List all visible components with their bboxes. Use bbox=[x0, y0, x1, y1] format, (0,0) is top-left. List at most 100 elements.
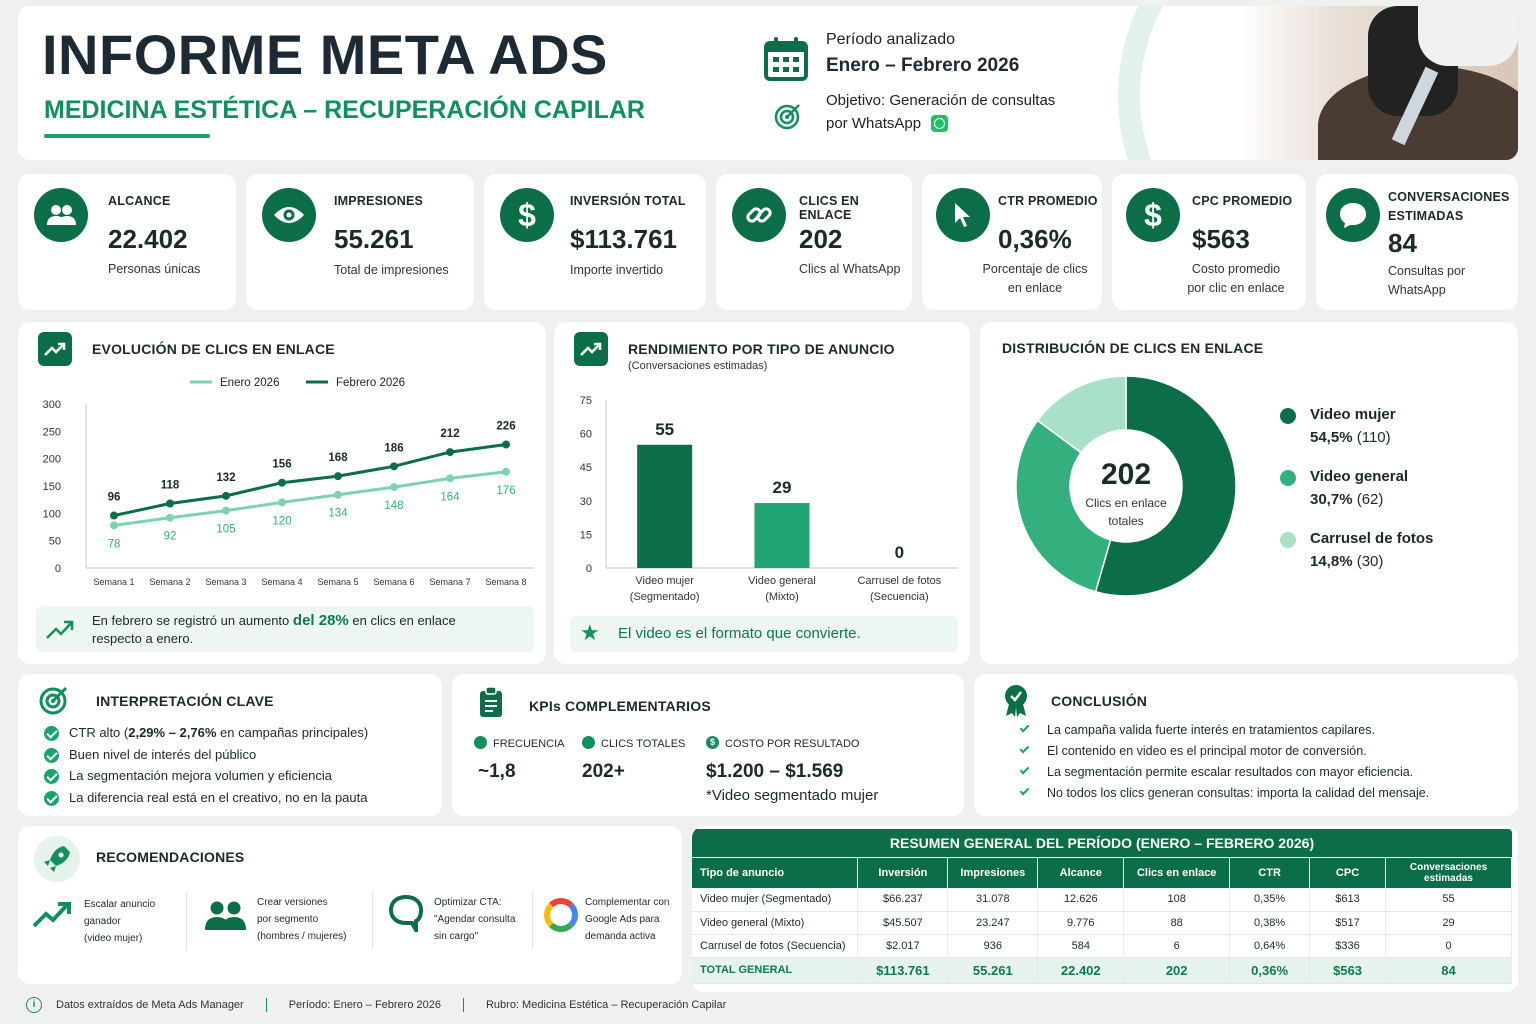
kpi-sub: Porcentaje de clics en enlace bbox=[922, 260, 1148, 298]
check-icon bbox=[1019, 743, 1030, 754]
kpis-complementary-title: KPIs COMPLEMENTARIOS bbox=[529, 698, 711, 714]
table-cell: 31.078 bbox=[947, 888, 1039, 912]
legend-dot bbox=[1280, 532, 1296, 548]
table-cell: 0,36% bbox=[1229, 957, 1311, 984]
kpi-comp-value: ~1,8 bbox=[478, 761, 516, 782]
list-item: La diferencia real está en el creativo, … bbox=[44, 787, 368, 809]
kpi-value: $563 bbox=[1192, 224, 1250, 254]
item-text: La diferencia real está en el creativo, … bbox=[69, 789, 368, 805]
item-bold: 2,29% – 2,76% bbox=[128, 725, 217, 740]
kpi-comp-costo: $ COSTO POR RESULTADO $1.200 – $1.569 *Vi… bbox=[706, 734, 878, 804]
table-cell: 584 bbox=[1037, 934, 1125, 958]
kpi-value: 202 bbox=[799, 224, 843, 254]
google-icon bbox=[544, 898, 578, 932]
column-header: Alcance bbox=[1037, 858, 1125, 888]
recommendation-item: Optimizar CTA: "Agendar consulta sin cargo… bbox=[388, 894, 538, 950]
pie-slice bbox=[1036, 375, 1127, 454]
kpi-title: INVERSIÓN TOTAL bbox=[570, 194, 686, 208]
y-tick-label: 45 bbox=[580, 462, 592, 474]
table-cell: $66.237 bbox=[857, 888, 949, 912]
link-icon bbox=[732, 188, 786, 242]
legend-count: (110) bbox=[1356, 429, 1391, 446]
kpi-comp-clics: CLICS TOTALES 202+ bbox=[582, 734, 685, 783]
eye-icon bbox=[262, 188, 316, 242]
kpi-title-line1: CONVERSACIONES bbox=[1388, 190, 1510, 204]
list-item: La segmentación permite escalar resultad… bbox=[1019, 762, 1429, 783]
table-cell: 0,64% bbox=[1229, 934, 1311, 958]
table-cell: 936 bbox=[947, 934, 1039, 958]
recommendation-text: Crear versiones por segmento (hombres / mu… bbox=[257, 894, 346, 945]
bar-chart-title: RENDIMIENTO POR TIPO DE ANUNCIO bbox=[628, 341, 895, 357]
data-point bbox=[334, 472, 342, 481]
data-label: 156 bbox=[272, 459, 291, 471]
line-2: ganador bbox=[84, 916, 121, 927]
calendar-icon bbox=[764, 36, 808, 82]
pie-slice bbox=[1094, 375, 1237, 597]
line-1: Escalar anuncio bbox=[84, 899, 156, 910]
legend-pct: 30,7% bbox=[1310, 491, 1353, 508]
x-tick-sublabel: (Secuencia) bbox=[870, 591, 929, 603]
line-3: (video mujer) bbox=[84, 933, 143, 944]
info-icon: i bbox=[26, 997, 42, 1013]
kpi-sub-line1: Costo promedio bbox=[1191, 262, 1281, 276]
x-tick-label: Semana 3 bbox=[205, 577, 246, 587]
table-cell: 0 bbox=[1385, 934, 1512, 958]
data-label: 105 bbox=[216, 524, 235, 536]
title-underline bbox=[44, 134, 210, 138]
bar-chart-subtitle: (Conversaciones estimadas) bbox=[628, 360, 768, 372]
recommendation-item: Complementar con Google Ads para demanda a… bbox=[544, 894, 680, 950]
kpi-card-ctr: CTR PROMEDIO 0,36% Porcentaje de clics e… bbox=[922, 174, 1102, 310]
column-header: Clics en enlace bbox=[1123, 858, 1231, 888]
recommendations-title: RECOMENDACIONES bbox=[96, 849, 245, 865]
data-label: 164 bbox=[440, 491, 460, 503]
trend-up-icon bbox=[46, 620, 74, 639]
data-point bbox=[278, 478, 286, 487]
y-tick-label: 0 bbox=[586, 563, 592, 575]
line-2: "Agendar consulta bbox=[434, 914, 516, 925]
growth-note-highlight: del 28% bbox=[292, 612, 349, 629]
footer-divider bbox=[462, 998, 464, 1012]
line-3: demanda activa bbox=[585, 931, 656, 942]
check-icon bbox=[44, 726, 59, 742]
legend-count: (62) bbox=[1356, 491, 1384, 508]
hair-treatment-photo bbox=[1118, 6, 1518, 160]
item-text: CTR alto ( bbox=[69, 725, 129, 740]
series-line bbox=[113, 470, 507, 527]
kpi-sub-line1: Porcentaje de clics bbox=[982, 262, 1088, 276]
interpretation-card: INTERPRETACIÓN CLAVE CTR alto (2,29% – 2… bbox=[18, 674, 442, 816]
conclusion-card: CONCLUSIÓN La campaña valida fuerte inte… bbox=[974, 674, 1518, 816]
kpi-title: CPC PROMEDIO bbox=[1192, 194, 1293, 208]
period-value: Enero – Febrero 2026 bbox=[826, 55, 1020, 76]
y-tick-label: 0 bbox=[55, 563, 61, 575]
legend-label: Video general bbox=[1310, 468, 1409, 485]
summary-table: Tipo de anuncio Inversión Impresiones Al… bbox=[692, 858, 1512, 984]
data-point bbox=[390, 483, 398, 492]
data-point bbox=[390, 462, 398, 471]
data-label: 186 bbox=[384, 442, 403, 454]
period-label: Período analizado bbox=[826, 31, 955, 48]
trend-icon bbox=[38, 332, 72, 366]
y-tick-label: 15 bbox=[580, 529, 592, 541]
list-item: La segmentación mejora volumen y eficien… bbox=[44, 765, 368, 787]
table-cell: Carrusel de fotos (Secuencia) bbox=[692, 934, 859, 958]
legend-count: (30) bbox=[1356, 553, 1384, 570]
kpi-card-clics: CLICS EN ENLACE 202 Clics al WhatsApp bbox=[716, 174, 912, 310]
kpi-value: 84 bbox=[1388, 228, 1417, 258]
list-item: La campaña valida fuerte interés en trat… bbox=[1019, 720, 1429, 741]
check-icon bbox=[44, 769, 59, 785]
objective-line2-wrap: por WhatsApp bbox=[826, 115, 949, 132]
column-header: CTR bbox=[1229, 858, 1311, 888]
y-tick-label: 100 bbox=[43, 508, 61, 520]
column-header: Tipo de anuncio bbox=[692, 858, 859, 888]
column-header: Inversión bbox=[857, 858, 949, 888]
item-text: La segmentación permite escalar resultad… bbox=[1047, 765, 1414, 779]
kpi-sub: Consultas por WhatsApp bbox=[1388, 262, 1465, 300]
growth-note: En febrero se registró un aumento del 28… bbox=[36, 606, 534, 652]
recommendation-item: Crear versiones por segmento (hombres / mu… bbox=[204, 894, 374, 950]
data-label: 78 bbox=[108, 538, 121, 550]
bar bbox=[754, 503, 810, 568]
people-icon bbox=[34, 188, 88, 242]
kpi-value: 22.402 bbox=[108, 224, 188, 254]
table-cell: 108 bbox=[1123, 888, 1231, 912]
y-tick-label: 250 bbox=[43, 426, 61, 438]
